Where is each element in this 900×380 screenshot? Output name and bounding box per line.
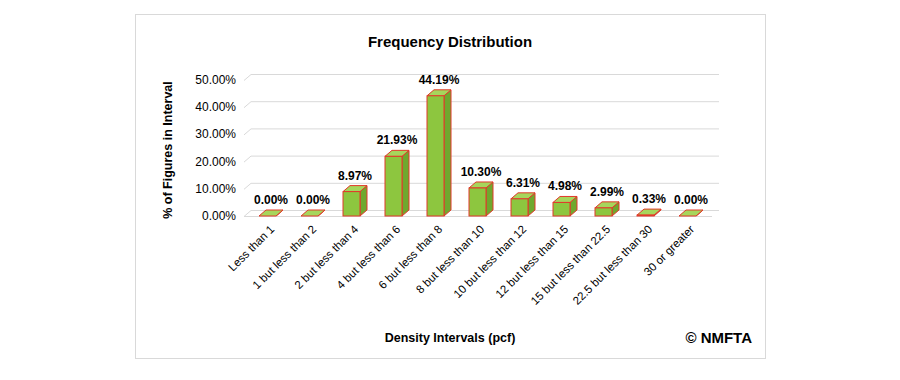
bar xyxy=(427,96,444,216)
data-label: 8.97% xyxy=(338,169,372,183)
bar-top xyxy=(553,196,577,202)
bar xyxy=(469,188,486,216)
data-label: 21.93% xyxy=(377,133,418,147)
y-tick-label: 10.00% xyxy=(195,182,236,196)
x-tick-label: 12 but less than 15 xyxy=(493,223,570,300)
bar-top xyxy=(679,210,703,216)
grid-line xyxy=(244,75,719,81)
y-tick-label: 30.00% xyxy=(195,127,236,141)
bar-side xyxy=(402,150,409,216)
bar-top xyxy=(427,90,451,96)
data-label: 6.31% xyxy=(506,176,540,190)
bar-group xyxy=(637,209,661,216)
data-label: 10.30% xyxy=(461,165,502,179)
chart-container: Frequency Distribution 0.00% 10.00% 20.00% 3… xyxy=(0,0,900,380)
bar-top xyxy=(595,202,619,208)
data-label: 0.00% xyxy=(674,193,708,207)
bar xyxy=(259,216,276,217)
data-label: 0.00% xyxy=(254,193,288,207)
x-axis-label: Density Intervals (pcf) xyxy=(385,331,516,345)
y-axis-label: % of Figures in Interval xyxy=(161,81,175,219)
data-label: 44.19% xyxy=(419,73,460,87)
grid-line xyxy=(244,129,719,135)
bar-side xyxy=(444,90,451,216)
bar xyxy=(637,215,654,217)
bar-group xyxy=(301,210,325,216)
y-tick-label: 20.00% xyxy=(195,155,236,169)
bar-group xyxy=(595,202,619,216)
bar xyxy=(385,156,402,216)
x-tick-label: 30 or greater xyxy=(641,223,696,278)
bar xyxy=(595,208,612,216)
bar xyxy=(301,216,318,217)
bar xyxy=(679,216,696,217)
y-tick-label: 0.00% xyxy=(202,209,236,223)
bar-group xyxy=(427,90,451,216)
bar xyxy=(511,199,528,216)
grid xyxy=(244,75,719,217)
y-tick-label: 40.00% xyxy=(195,100,236,114)
bar-top xyxy=(637,209,661,215)
x-tick-label: 22.5 but less than 30 xyxy=(570,223,654,307)
copyright-note: © NMFTA xyxy=(685,329,752,346)
bar-top xyxy=(469,182,493,188)
bar-top xyxy=(259,210,283,216)
data-label: 0.33% xyxy=(632,192,666,206)
data-label: 4.98% xyxy=(548,179,582,193)
chart-title: Frequency Distribution xyxy=(368,33,532,50)
bar-group xyxy=(679,210,703,216)
chart-frame xyxy=(136,15,766,359)
bar-group xyxy=(469,182,493,216)
grid-line xyxy=(244,102,719,108)
bar-top xyxy=(511,193,535,199)
bar-group xyxy=(343,186,367,216)
bar xyxy=(553,202,570,216)
bar-top xyxy=(385,150,409,156)
bar xyxy=(343,192,360,216)
bar-group xyxy=(385,150,409,216)
bar-group xyxy=(259,210,283,216)
y-tick-label: 50.00% xyxy=(195,73,236,87)
x-tick-label: 8 but less than 10 xyxy=(414,223,487,296)
x-tick-label: 15 but less than 22.5 xyxy=(528,223,612,307)
x-tick-label: 10 but less than 12 xyxy=(451,223,528,300)
bar-top xyxy=(343,186,367,192)
bar-top xyxy=(301,210,325,216)
bar-group xyxy=(553,196,577,216)
data-label: 0.00% xyxy=(296,193,330,207)
chart-svg: Frequency Distribution 0.00% 10.00% 20.00% 3… xyxy=(0,0,900,380)
bar-group xyxy=(511,193,535,216)
data-label: 2.99% xyxy=(590,185,624,199)
bars xyxy=(259,90,703,216)
grid-line xyxy=(244,156,719,162)
